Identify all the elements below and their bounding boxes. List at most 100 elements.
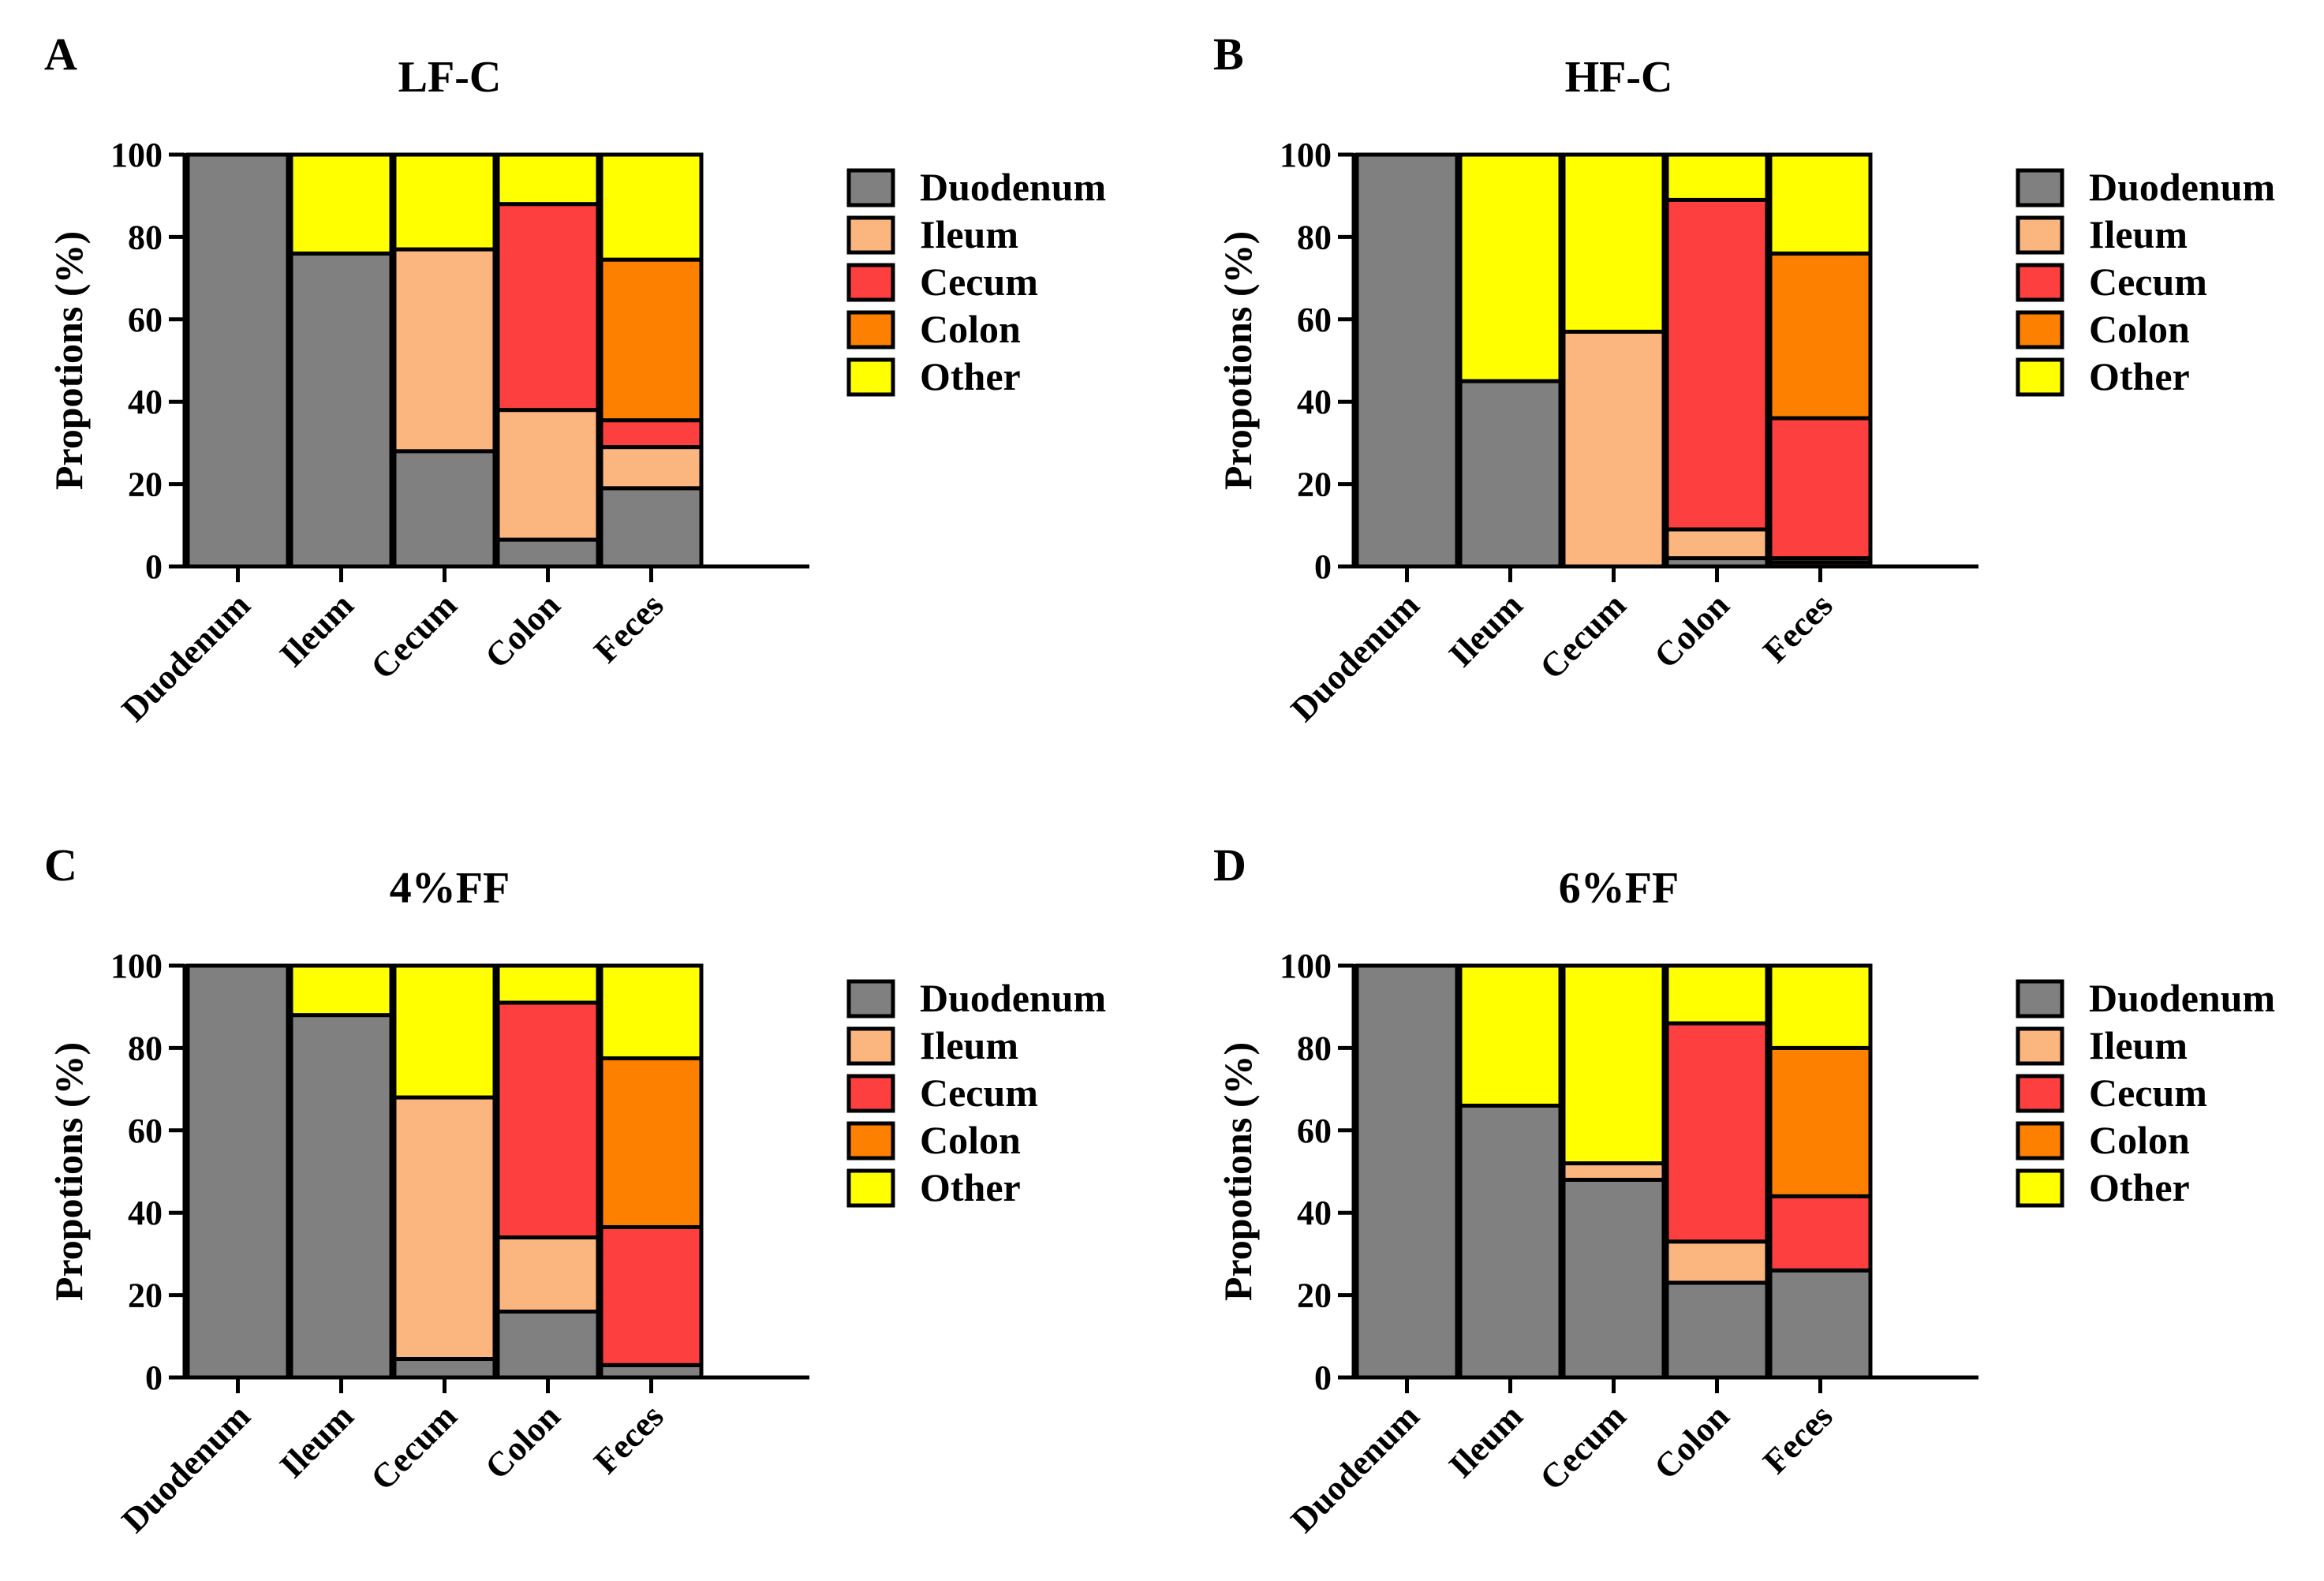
bar-segment-duodenum-duodenum	[185, 152, 290, 569]
panel-letter: C	[44, 839, 77, 891]
legend-label: Duodenum	[920, 165, 1106, 209]
chart-title: LF-C	[398, 53, 502, 102]
x-tick-label: Duodenum	[114, 1396, 258, 1540]
y-tick-label: 60	[128, 301, 163, 339]
y-axis-label: Propotions (%)	[47, 1042, 91, 1301]
legend-swatch-other	[2016, 1168, 2064, 1208]
legend-label: Ileum	[920, 212, 1018, 256]
y-tick-label: 40	[128, 383, 163, 421]
legend-swatch-cecum	[846, 263, 895, 302]
bar-segment-ileum-duodenum	[289, 251, 394, 569]
bar-segment-colon-other	[495, 963, 600, 1005]
x-tick-label: Cecum	[1533, 585, 1634, 686]
legend-label: Duodenum	[2089, 165, 2275, 209]
y-tick-label: 0	[145, 1359, 163, 1397]
bar-segment-feces-ileum	[599, 445, 704, 491]
bars	[1354, 152, 1873, 569]
bar-segment-feces-colon	[599, 257, 704, 423]
bars	[185, 152, 704, 569]
x-tick-label: Cecum	[364, 585, 465, 686]
legend-label: Other	[920, 1165, 1021, 1209]
bar-segment-colon-duodenum	[495, 1309, 600, 1380]
panel-letter: D	[1213, 839, 1246, 891]
legend-swatch-duodenum	[2016, 979, 2064, 1018]
x-tick-label: Cecum	[1533, 1396, 1634, 1497]
bar-segment-colon-ileum	[1665, 1239, 1769, 1285]
x-tick-label: Colon	[477, 585, 567, 675]
bar-segment-feces-cecum	[1768, 1194, 1873, 1273]
bar-segment-feces-other	[599, 152, 704, 262]
legend-swatch-colon	[2016, 310, 2064, 349]
legend-swatch-colon	[846, 310, 895, 349]
bar-segment-cecum-other	[1561, 152, 1666, 334]
y-tick-label: 0	[1314, 548, 1332, 586]
legend-swatch-other	[2016, 357, 2064, 397]
chart-title: 4%FF	[390, 864, 510, 913]
bar-segment-cecum-ileum	[392, 1095, 497, 1362]
bar-segment-ileum-duodenum	[1458, 1103, 1563, 1380]
legend-label: Colon	[2089, 307, 2190, 351]
bars	[185, 963, 704, 1380]
panel-letter: A	[44, 28, 77, 80]
y-tick-label: 80	[1297, 218, 1332, 256]
y-tick-label: 80	[128, 218, 163, 256]
legend-swatch-ileum	[846, 215, 895, 255]
bar-segment-colon-ileum	[495, 408, 600, 542]
bar-segment-feces-cecum	[599, 1224, 704, 1367]
bar-segment-cecum-other	[1561, 963, 1666, 1166]
bar-segment-cecum-other	[392, 152, 497, 252]
legend-label: Other	[2089, 1165, 2190, 1209]
bar-segment-duodenum-duodenum	[1354, 963, 1459, 1380]
bar-segment-ileum-duodenum	[289, 1013, 394, 1380]
legend-label: Other	[920, 354, 1021, 398]
y-tick-label: 100	[110, 136, 163, 174]
bar-segment-colon-other	[1665, 963, 1769, 1026]
y-tick-label: 60	[128, 1112, 163, 1150]
legend-swatch-duodenum	[846, 979, 895, 1018]
legend-label: Duodenum	[920, 976, 1106, 1020]
y-tick-label: 60	[1297, 1112, 1332, 1150]
legend-label: Colon	[2089, 1118, 2190, 1162]
bar-segment-cecum-other	[392, 963, 497, 1100]
bar-segment-colon-cecum	[1665, 1021, 1769, 1244]
y-axis-label: Propotions (%)	[47, 231, 91, 490]
y-tick-label: 40	[128, 1194, 163, 1232]
legend-label: Colon	[920, 307, 1021, 351]
bar-segment-feces-cecum	[1768, 416, 1873, 561]
legend-label: Colon	[920, 1118, 1021, 1162]
bar-segment-ileum-other	[289, 152, 394, 256]
x-tick-label: Ileum	[272, 585, 361, 674]
legend-swatch-ileum	[846, 1026, 895, 1066]
legend-label: Cecum	[2089, 1071, 2207, 1115]
y-tick-label: 100	[1280, 136, 1332, 174]
legend-swatch-cecum	[846, 1074, 895, 1113]
x-tick-label: Ileum	[1441, 585, 1530, 674]
panel-letter: B	[1213, 28, 1244, 80]
bar-segment-colon-ileum	[1665, 527, 1769, 561]
x-tick-label: Colon	[1646, 585, 1736, 675]
legend-swatch-colon	[2016, 1121, 2064, 1161]
legend-swatch-duodenum	[846, 168, 895, 207]
y-tick-label: 100	[1280, 947, 1332, 985]
bar-segment-feces-other	[1768, 152, 1873, 256]
x-tick-label: Colon	[1646, 1396, 1736, 1486]
bar-segment-feces-duodenum	[1768, 1268, 1873, 1380]
legend-swatch-cecum	[2016, 263, 2064, 302]
y-tick-label: 80	[128, 1029, 163, 1067]
legend-swatch-ileum	[2016, 215, 2064, 255]
legend-label: Ileum	[2089, 1023, 2188, 1067]
bar-segment-cecum-ileum	[1561, 1161, 1666, 1182]
bar-segment-cecum-ileum	[392, 247, 497, 454]
legend-swatch-duodenum	[2016, 168, 2064, 207]
y-tick-label: 20	[1297, 1276, 1332, 1315]
x-tick-label: Duodenum	[1283, 585, 1427, 729]
bar-segment-colon-cecum	[495, 202, 600, 413]
bar-segment-ileum-other	[1458, 963, 1563, 1108]
bar-segment-colon-duodenum	[1665, 1280, 1769, 1380]
x-tick-label: Feces	[1755, 585, 1840, 670]
